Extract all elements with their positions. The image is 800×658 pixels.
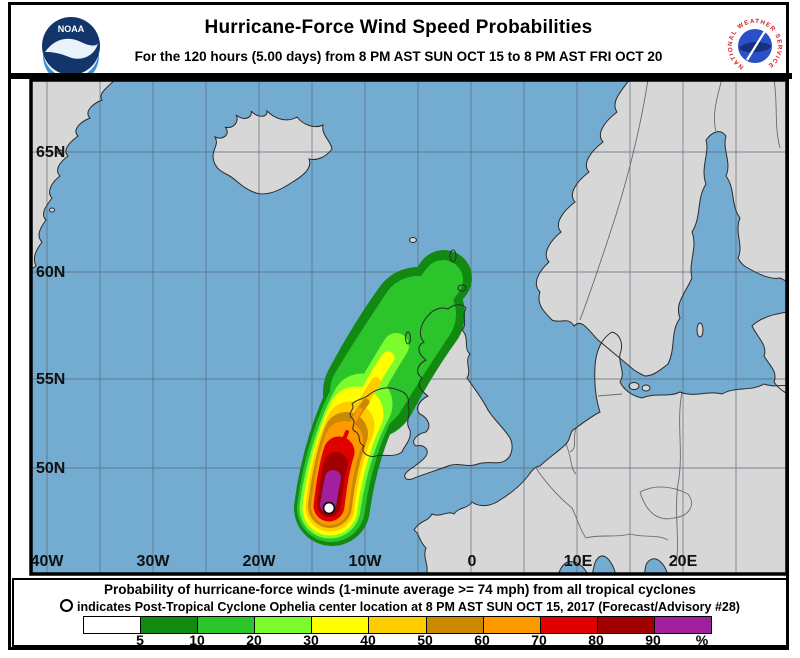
map-area[interactable]: 65N 60N 55N 50N 40W 30W 20W 10W 0 10E 20E: [28, 79, 790, 576]
colorbar-segment-20-30: [255, 617, 313, 633]
latitude-labels: 65N 60N 55N 50N: [36, 144, 65, 477]
nws-slash-icon: [746, 30, 766, 61]
header: NOAA Hurricane-Force Wind Speed Probabil…: [11, 5, 786, 76]
colorbar-tick-10: 10: [189, 632, 205, 648]
colorbar-tick-70: 70: [531, 632, 547, 648]
grid-label-30W: 30W: [137, 553, 171, 570]
colorbar-tick-40: 40: [360, 632, 376, 648]
nws-logo: NATIONAL WEATHER SERVICE: [726, 17, 784, 75]
grid-label-50N: 50N: [36, 460, 65, 477]
grid-label-60N: 60N: [36, 264, 65, 281]
grid-label-0: 0: [468, 553, 477, 570]
colorbar-tick-90: 90: [645, 632, 661, 648]
footer-marker-note: indicates Post-Tropical Cyclone Ophelia …: [14, 599, 786, 614]
colorbar-segment-10-20: [198, 617, 256, 633]
colorbar-segment-60-70: [483, 617, 541, 633]
noaa-logo-text: NOAA: [58, 24, 85, 34]
noaa-gull-icon: [45, 38, 98, 59]
colorbar-segment-30-40: [312, 617, 370, 633]
colorbar-tick-80: 80: [588, 632, 604, 648]
footer-description: Probability of hurricane-force winds (1-…: [104, 582, 696, 597]
page-subtitle: For the 120 hours (5.00 days) from 8 PM …: [134, 49, 663, 64]
grid-label-65N: 65N: [36, 144, 65, 161]
grid-label-10E: 10E: [564, 553, 593, 570]
grid-label-20E: 20E: [669, 553, 698, 570]
colorbar-tick-20: 20: [246, 632, 262, 648]
longitude-labels: 40W 30W 20W 10W 0 10E 20E: [31, 553, 698, 570]
colorbar-tick-5: 5: [136, 632, 144, 648]
colorbar-segment-80-90: [597, 617, 655, 633]
map-svg: 65N 60N 55N 50N 40W 30W 20W 10W 0 10E 20E: [29, 79, 789, 576]
page-title: Hurricane-Force Wind Speed Probabilities: [204, 17, 593, 38]
colorbar-percent-label: %: [695, 632, 709, 648]
colorbar-segment->90: [654, 617, 712, 633]
grid-label-10W: 10W: [349, 553, 383, 570]
footer-legend-box: Probability of hurricane-force winds (1-…: [12, 578, 788, 648]
colorbar-tick-50: 50: [417, 632, 433, 648]
colorbar-segment-<5: [84, 617, 142, 633]
probability-colorbar: [83, 616, 712, 634]
colorbar-tick-labels: 5 10 20 30 40 50 60 70 80 90%: [14, 632, 786, 648]
country-borders: [535, 79, 781, 567]
grid-label-40W: 40W: [31, 553, 65, 570]
grid-label-55N: 55N: [36, 371, 65, 388]
cyclone-center-marker: [322, 501, 336, 515]
header-map-divider: [8, 73, 792, 79]
colorbar-segment-70-80: [540, 617, 598, 633]
center-marker-icon: [60, 599, 74, 612]
grid-label-20W: 20W: [243, 553, 277, 570]
colorbar-segment-50-60: [426, 617, 484, 633]
noaa-logo: NOAA: [42, 17, 100, 76]
colorbar-segment-40-50: [369, 617, 427, 633]
prob-90-plus-band: [320, 470, 341, 513]
colorbar-segment-5-10: [141, 617, 199, 633]
colorbar-tick-60: 60: [474, 632, 490, 648]
colorbar-tick-30: 30: [303, 632, 319, 648]
